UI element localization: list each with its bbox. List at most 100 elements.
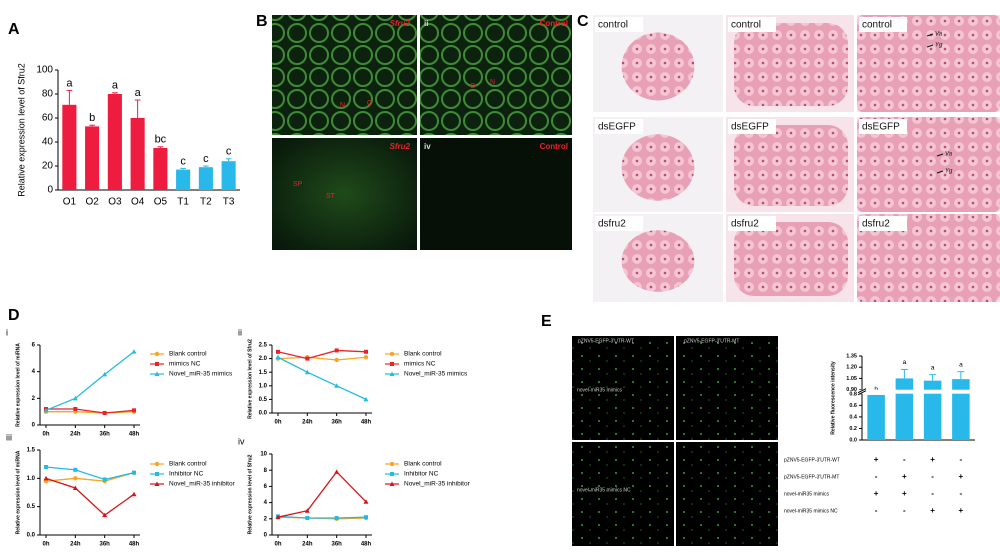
image-annotation: O — [367, 100, 373, 107]
table-row-label: pZNV5-EGFP-3'UTR-MT — [784, 474, 839, 480]
break-mark — [857, 390, 867, 396]
significance-letter: bc — [155, 134, 167, 146]
series-line — [277, 470, 367, 518]
table-sign: + — [874, 455, 879, 464]
marker — [131, 491, 137, 497]
table-row-label: novel-miR35 mimics NC — [784, 508, 838, 514]
y-axis-label: Relative expression level of Sfru2 — [247, 454, 253, 534]
y-tick-label: 0.90 — [846, 387, 857, 393]
y-tick-label: 0.4 — [849, 414, 858, 420]
table-row-label: novel-miR35 mimics — [784, 491, 830, 497]
legend-marker — [389, 461, 395, 467]
label-box — [859, 119, 907, 134]
tissue — [857, 214, 1000, 302]
x-tick-label: 36h — [331, 420, 342, 426]
micrograph — [272, 138, 417, 250]
table-sign: + — [902, 489, 907, 498]
marker — [276, 349, 280, 354]
marker — [304, 508, 310, 513]
legend-marker — [154, 461, 160, 467]
panel-label: C — [577, 13, 589, 30]
x-tick-label: 48h — [361, 420, 372, 426]
bar — [221, 161, 236, 190]
legend-label: Novel_miR-35 mimics — [169, 371, 233, 378]
image-label: control — [598, 20, 628, 31]
legend-label: Blank control — [169, 461, 207, 468]
image-label: Sfru2 — [390, 142, 411, 151]
bar — [952, 379, 970, 440]
image-label: dsEGFP — [731, 122, 769, 133]
image-annotation: Va — [945, 152, 953, 158]
significance-letter: a — [959, 361, 963, 368]
legend-label: Novel_miR-35 inhibitor — [404, 481, 471, 488]
marker — [363, 355, 369, 360]
legend-marker — [390, 362, 394, 366]
series-line — [277, 356, 367, 400]
table-sign: + — [930, 455, 935, 464]
series-line — [277, 356, 367, 361]
subpanel-label: iii — [6, 432, 12, 442]
y-tick-label: 100 — [36, 65, 53, 76]
y-tick-label: 6 — [264, 484, 268, 490]
x-tick-label: 0h — [42, 432, 49, 438]
marker — [102, 371, 108, 377]
marker — [363, 499, 369, 504]
image-annotation: Yg — [935, 43, 943, 49]
series-line — [45, 472, 135, 482]
x-tick-label: 24h — [70, 542, 81, 548]
tissue — [857, 117, 1000, 212]
panel-label: D — [8, 307, 20, 324]
bar — [85, 126, 100, 190]
label-box — [728, 17, 776, 32]
y-axis-label: Relative expression level of Sfru2 — [247, 339, 253, 419]
significance-letter: b — [89, 112, 95, 124]
legend-marker — [389, 371, 395, 376]
x-tick-label: 24h — [302, 420, 313, 426]
y-tick-label: 0.0 — [849, 437, 857, 443]
image-label: dsfru2 — [862, 219, 890, 230]
table-sign: - — [960, 455, 963, 464]
column-label: pZNV5-EGFP-3'UTR-MT — [684, 338, 739, 344]
significance-letter: c — [226, 146, 232, 158]
legend-label: Inhibitor NC — [169, 471, 204, 478]
significance-letter: a — [931, 364, 935, 371]
image-label: control — [731, 20, 761, 31]
tissue — [734, 23, 848, 106]
x-tick-label: 24h — [70, 432, 81, 438]
subpanel-label: iv — [238, 436, 245, 446]
marker — [334, 469, 340, 474]
image-annotation: ST — [326, 193, 336, 200]
significance-letter: b — [874, 386, 878, 393]
marker — [73, 407, 78, 411]
x-tick-label: 0h — [274, 420, 281, 426]
x-tick-label: 48h — [361, 542, 372, 548]
tissue — [734, 125, 848, 206]
y-tick-label: 4 — [264, 500, 268, 506]
marker — [364, 515, 368, 520]
micrograph — [676, 442, 778, 546]
x-tick-label: T3 — [223, 197, 235, 208]
x-tick-label: T1 — [177, 197, 189, 208]
table-sign: - — [875, 506, 878, 515]
x-tick-label: 48h — [129, 542, 140, 548]
tissue — [621, 32, 695, 101]
marker — [334, 357, 339, 363]
arrow — [926, 44, 934, 48]
axis-break — [858, 389, 977, 394]
legend-label: Blank control — [404, 461, 442, 468]
table-sign: - — [931, 472, 934, 481]
image-annotation: N — [490, 79, 495, 86]
legend-marker — [155, 472, 159, 476]
marker — [275, 514, 281, 520]
bar — [107, 94, 122, 190]
marker — [73, 467, 78, 472]
column-label: pZNV5-EGFP-3'UTR-WT — [578, 338, 634, 344]
marker — [102, 477, 107, 482]
marker — [334, 515, 339, 520]
image-label: control — [862, 20, 892, 31]
label-box — [595, 216, 643, 231]
y-tick-label: 0 — [264, 533, 268, 539]
legend-marker — [155, 362, 159, 366]
x-tick-label: O5 — [154, 197, 168, 208]
